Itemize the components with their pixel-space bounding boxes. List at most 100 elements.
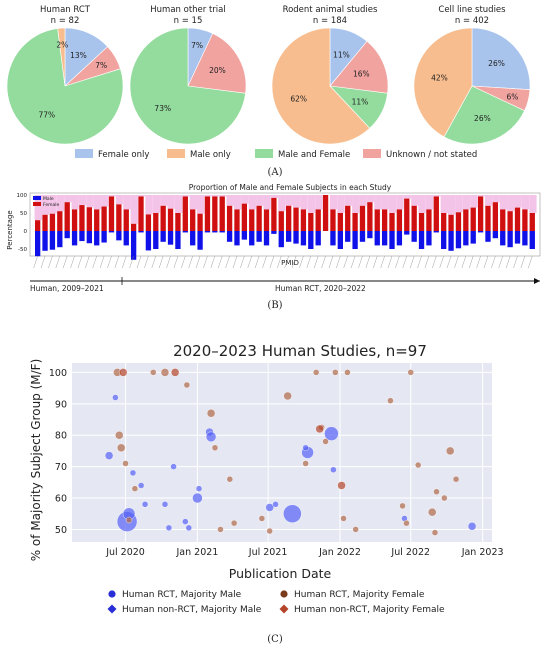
bar-bg — [49, 195, 57, 214]
bar-bg — [71, 195, 79, 210]
bar-bg — [189, 195, 198, 210]
male-bar — [153, 231, 159, 249]
scatter-point — [129, 469, 137, 477]
pie-slice — [271, 27, 371, 145]
female-bar — [322, 195, 329, 231]
male-bar — [101, 231, 107, 243]
female-bar — [286, 205, 292, 231]
pmid-tick — [313, 255, 319, 269]
bar-bg — [388, 195, 397, 213]
male-bar — [145, 231, 152, 251]
pmid-tick — [454, 255, 459, 269]
female-bar — [315, 209, 321, 231]
male-bar — [182, 231, 188, 233]
legend-label: Human RCT, Majority Male — [122, 590, 242, 600]
male-bar — [278, 231, 284, 248]
pmid-tick — [291, 255, 297, 269]
scatter-point — [117, 443, 126, 452]
bar-bg — [470, 195, 478, 208]
female-bar — [57, 211, 63, 231]
female-bar — [138, 196, 144, 231]
female-bar — [219, 196, 225, 231]
pmid-tick — [48, 255, 53, 269]
female-bar — [441, 213, 447, 231]
pmid-tick — [446, 255, 452, 269]
male-bar — [448, 231, 454, 251]
pmid-tick — [114, 255, 120, 269]
female-bar — [263, 209, 270, 231]
pmid-tick — [173, 255, 179, 269]
female-bar — [448, 214, 454, 231]
bar-bg — [329, 195, 338, 210]
bar-bg — [425, 195, 434, 210]
male-bar — [108, 231, 115, 233]
female-bar — [130, 223, 137, 231]
scatter-point — [206, 409, 216, 418]
male-bar — [123, 231, 129, 246]
male-bar — [433, 231, 439, 233]
bar-bg — [337, 195, 345, 213]
male-bar — [167, 231, 174, 245]
scatter-point — [387, 397, 394, 404]
pmid-tick — [520, 255, 526, 269]
pmid-tick — [439, 255, 444, 269]
pmid-tick — [136, 255, 142, 269]
scatter-point — [112, 394, 119, 401]
scatter-point — [230, 519, 238, 527]
scatter-point — [125, 516, 133, 524]
pmid-tick — [358, 255, 363, 269]
pmid-tick — [122, 255, 127, 269]
pmid-tick — [432, 255, 437, 269]
female-bar — [455, 212, 462, 231]
male-bar — [374, 231, 380, 246]
male-bar — [64, 231, 70, 239]
female-bar — [426, 209, 432, 231]
x-tick-label: Jul 2021 — [248, 547, 288, 558]
pmid-tick — [181, 255, 186, 269]
pie-slice-label: 6% — [506, 92, 518, 101]
pmid-tick — [424, 255, 430, 269]
pmid-tick — [188, 255, 193, 269]
pie-n: n = 402 — [455, 16, 489, 26]
x-tick-label: Jul 2020 — [105, 547, 145, 558]
female-bar — [470, 207, 476, 231]
pie-title: Rodent animal studies — [283, 5, 378, 15]
male-bar — [330, 231, 336, 246]
panel-b-xlabel: PMID — [281, 259, 299, 267]
panel-b-label: (B) — [267, 300, 282, 311]
male-bar — [190, 231, 196, 246]
bar-bg — [411, 195, 419, 206]
scatter-point — [170, 368, 180, 377]
bar-bg — [197, 195, 205, 214]
female-bar — [404, 198, 410, 231]
male-bar — [71, 231, 78, 246]
female-bar — [477, 196, 484, 231]
bar-bg — [492, 195, 500, 203]
pie-title: Human RCT — [40, 5, 91, 15]
bar-bg — [204, 195, 212, 197]
male-bar — [175, 231, 181, 249]
female-bar — [204, 196, 211, 231]
pmid-tick — [277, 255, 282, 269]
pmid-tick — [469, 255, 474, 269]
pie-slice-label: 11% — [352, 97, 369, 106]
scatter-point — [258, 515, 266, 522]
scatter-point — [165, 524, 173, 532]
pmid-tick — [513, 255, 518, 269]
bar-bg — [529, 195, 537, 213]
bar-bg — [93, 195, 102, 210]
male-bar — [411, 231, 417, 242]
bar-bg — [56, 195, 65, 212]
male-bar — [500, 231, 506, 246]
scatter-point — [182, 518, 189, 525]
male-bar — [197, 231, 203, 250]
bar-bg — [403, 195, 412, 199]
bar-bg — [278, 195, 286, 212]
female-bar — [101, 206, 107, 231]
male-bar — [337, 231, 343, 249]
pmid-tick — [151, 255, 156, 269]
female-bar — [278, 211, 284, 231]
bar-bg — [270, 195, 279, 198]
female-bar — [175, 213, 181, 231]
